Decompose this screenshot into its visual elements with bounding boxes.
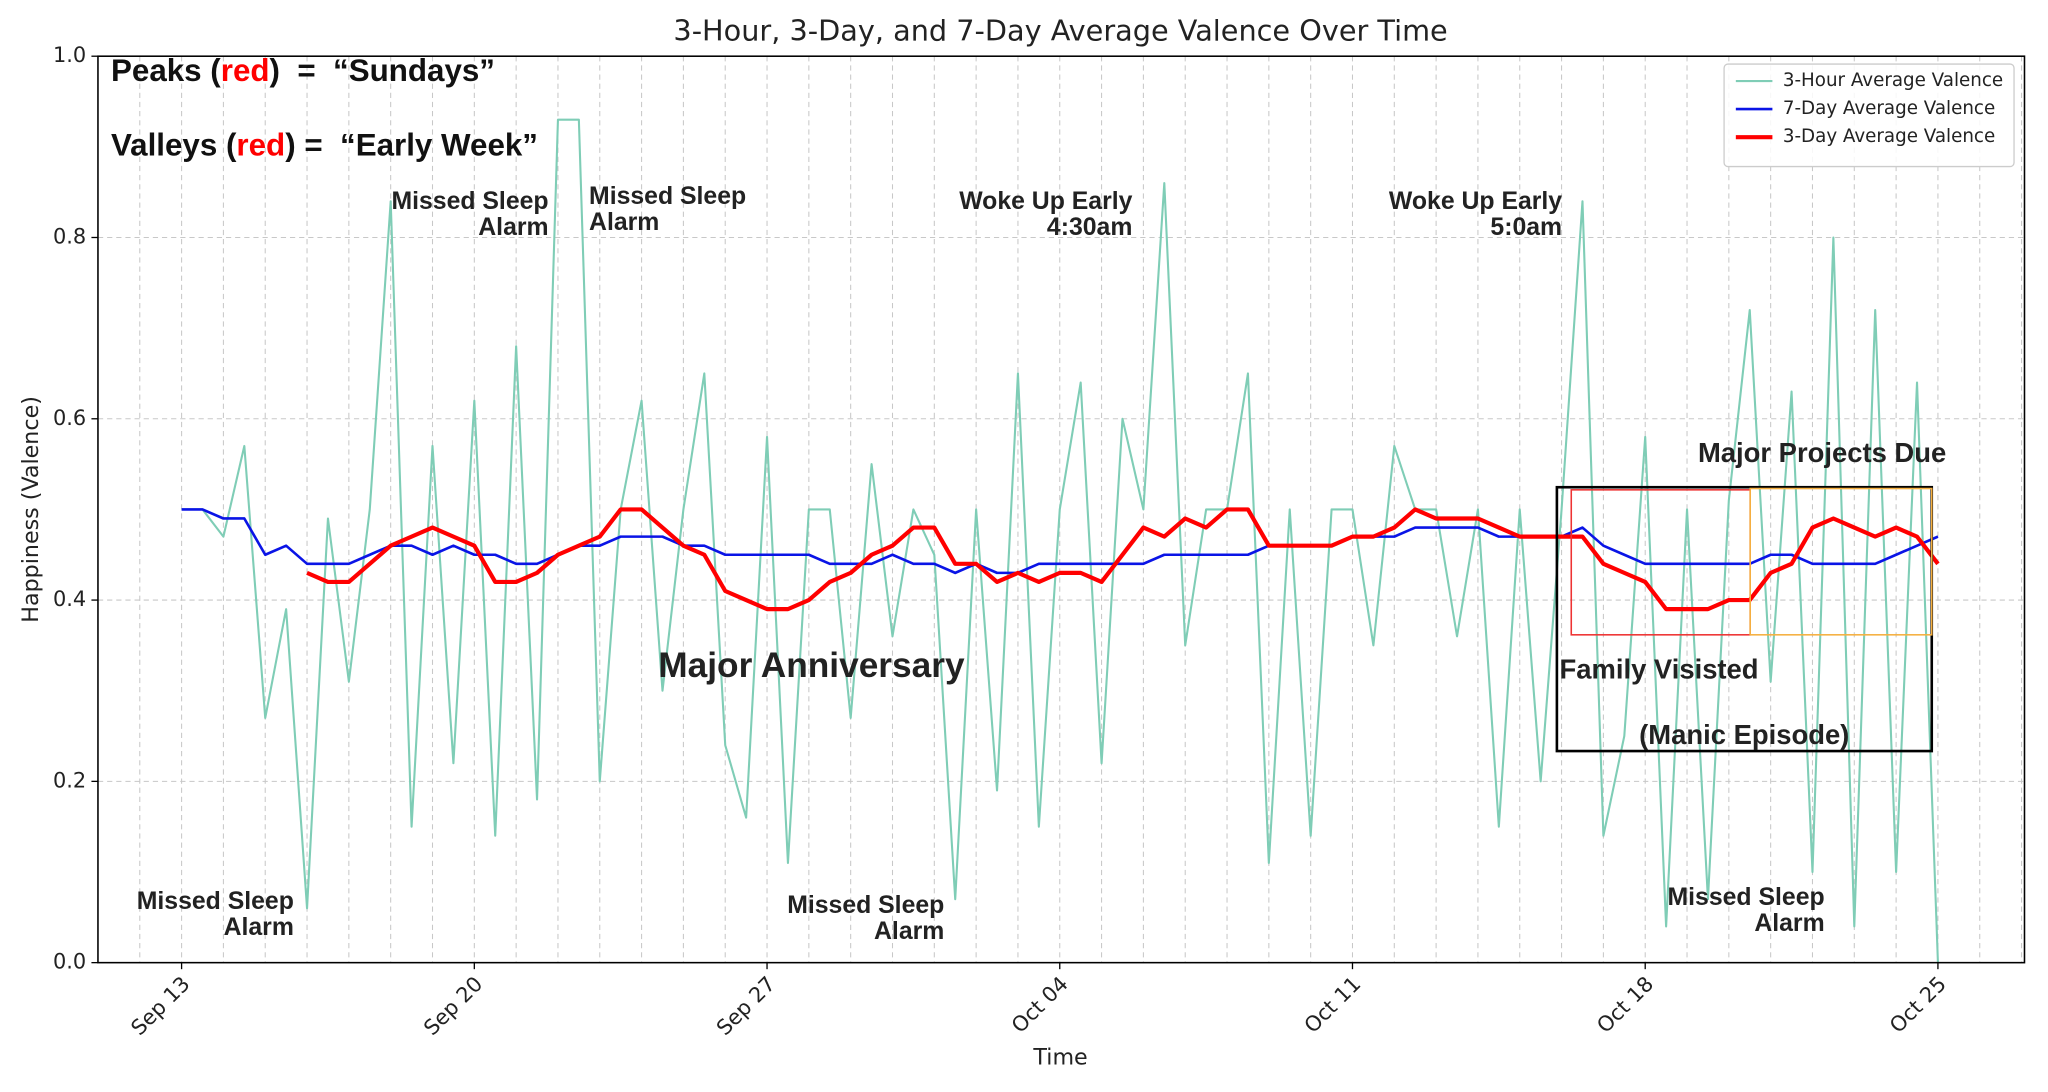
series-line bbox=[181, 118, 1939, 963]
plot-frame bbox=[97, 55, 2026, 964]
note-part: ) = “Sundays” bbox=[270, 53, 495, 88]
annotation: Family Visisted bbox=[1560, 654, 1759, 685]
y-tick-label: 1.0 bbox=[53, 43, 86, 67]
legend-box bbox=[1723, 63, 2015, 168]
annotation: Alarm bbox=[874, 918, 944, 945]
annotation: Alarm bbox=[1754, 910, 1824, 937]
y-tick-label: 0.4 bbox=[53, 587, 86, 611]
note-part: ) = “Early Week” bbox=[285, 128, 538, 163]
projects-box bbox=[1749, 487, 1933, 636]
note: Peaks (red) = “Sundays” bbox=[111, 53, 495, 88]
note-part: red bbox=[236, 128, 285, 163]
annotation: Major Projects Due bbox=[1698, 437, 1946, 468]
y-tick-label: 0.8 bbox=[53, 224, 86, 248]
plot-lines bbox=[181, 118, 1940, 963]
annotations: Peaks (red) = “Sundays”Valleys (red) = “… bbox=[111, 53, 1946, 945]
note-part: Valleys ( bbox=[111, 128, 237, 163]
annotation: Missed Sleep bbox=[137, 888, 294, 915]
series-line bbox=[306, 507, 1940, 612]
y-tick-label: 0.6 bbox=[53, 406, 86, 430]
annotation: Missed Sleep bbox=[1668, 884, 1825, 911]
annotation: Woke Up Early bbox=[959, 188, 1132, 215]
annotation: Woke Up Early bbox=[1389, 188, 1562, 215]
note-part: Peaks ( bbox=[111, 53, 221, 88]
chart-title: 3-Hour, 3-Day, and 7-Day Average Valence… bbox=[673, 14, 1447, 48]
annotation: Major Anniversary bbox=[658, 646, 965, 685]
annotation: 4:30am bbox=[1047, 214, 1132, 241]
legend-label: 3-Hour Average Valence bbox=[1783, 70, 2003, 91]
legend-label: 3-Day Average Valence bbox=[1783, 126, 1995, 147]
annotation: Alarm bbox=[589, 209, 659, 236]
note: Valleys (red) = “Early Week” bbox=[111, 128, 538, 163]
series-line bbox=[181, 508, 1939, 575]
annotation: (Manic Episode) bbox=[1639, 719, 1849, 750]
annotation: Missed Sleep bbox=[391, 188, 548, 215]
y-tick-label: 0.0 bbox=[53, 950, 86, 974]
y-axis-label: Happiness (Valence) bbox=[18, 396, 44, 623]
legend-label: 7-Day Average Valence bbox=[1783, 98, 1995, 119]
note-part: red bbox=[221, 53, 270, 88]
annotation: Alarm bbox=[224, 914, 294, 941]
annotation: 5:0am bbox=[1490, 214, 1562, 241]
annotation: Alarm bbox=[478, 214, 548, 241]
annotation: Missed Sleep bbox=[589, 183, 746, 210]
legend: 3-Hour Average Valence 7-Day Average Vale… bbox=[1723, 63, 2015, 168]
y-tick-label: 0.2 bbox=[53, 768, 86, 792]
x-axis-label: Time bbox=[1032, 1044, 1087, 1070]
annotation: Missed Sleep bbox=[787, 892, 944, 919]
